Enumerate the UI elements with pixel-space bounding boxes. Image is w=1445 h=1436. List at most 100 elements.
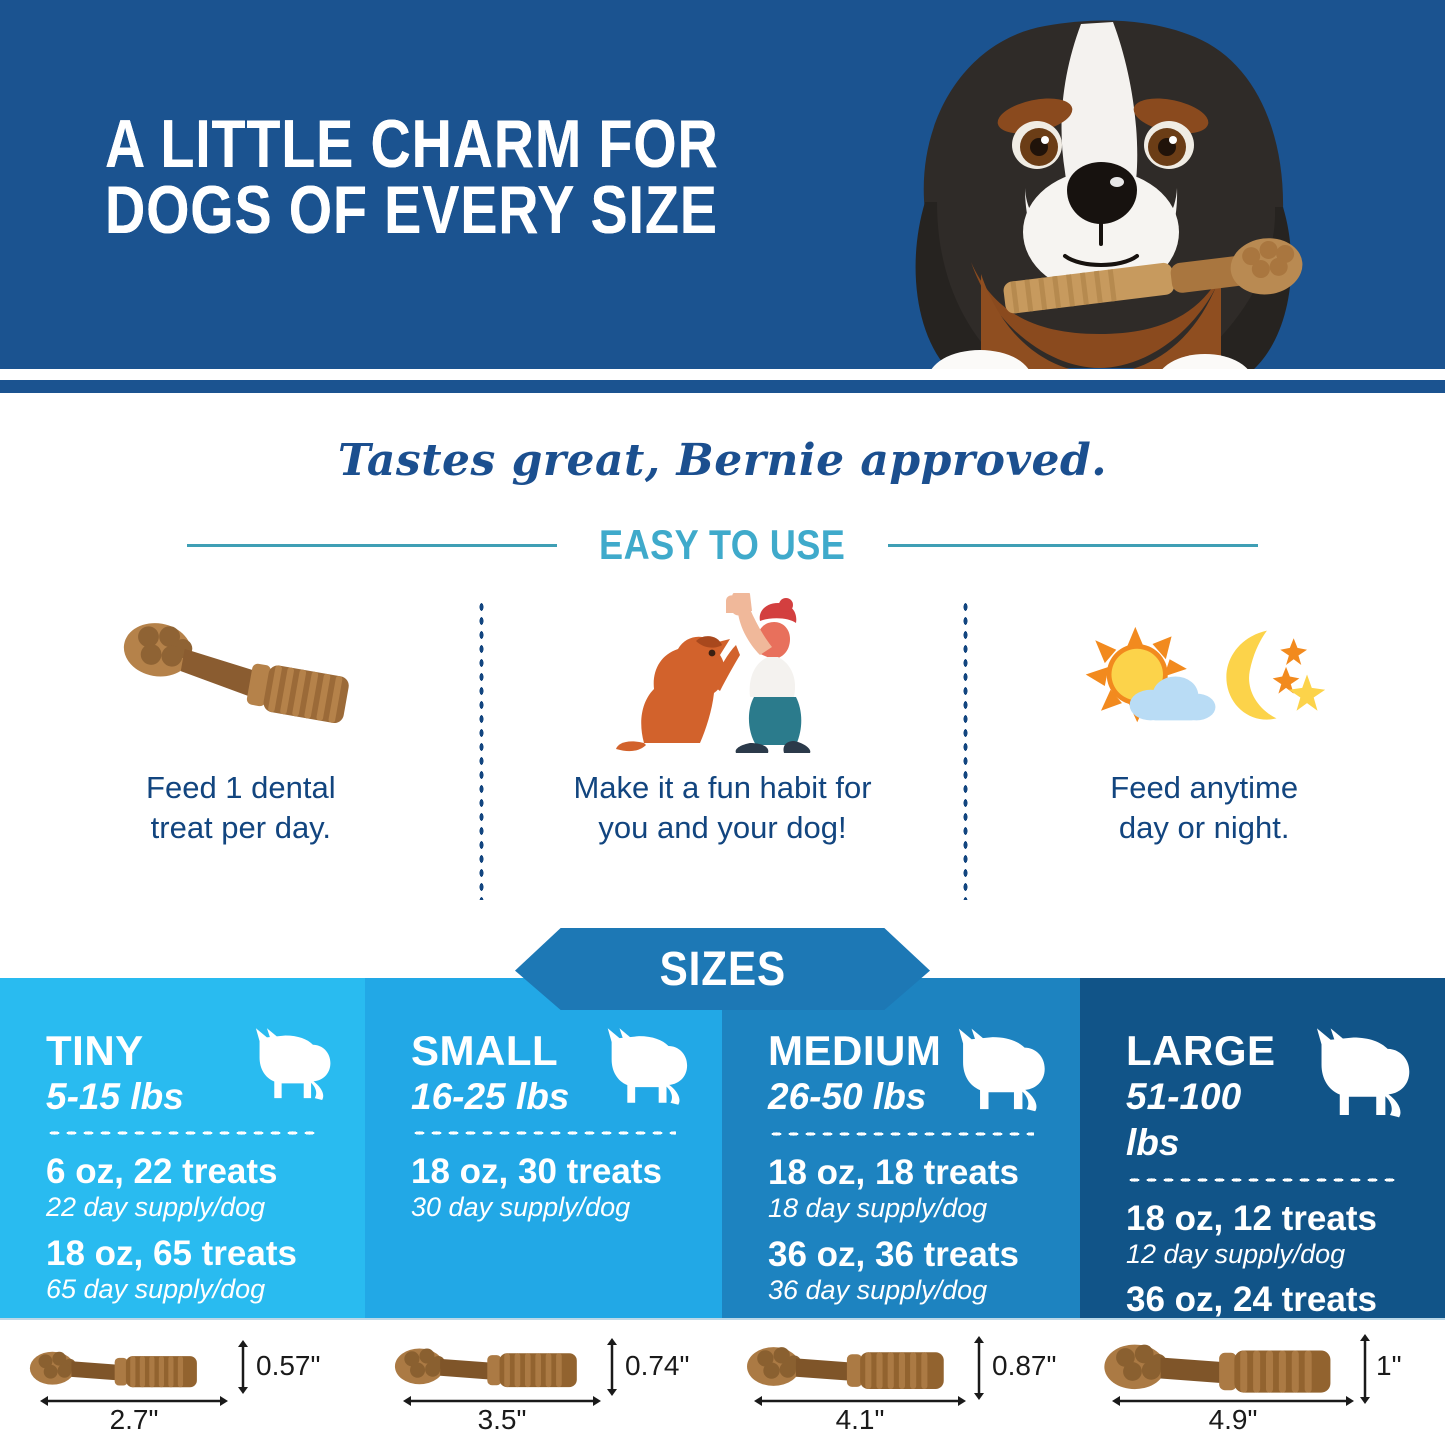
dog-silhouette-icon [594,1026,692,1114]
dimensions-row: 0.57" 2.7" 0.74" [0,1320,1445,1435]
width-label: 4.1" [835,1404,885,1435]
height-label: 0.57" [256,1350,321,1381]
page-title: A LITTLE CHARM FOR DOGS OF EVERY SIZE [105,110,761,248]
width-label: 4.9" [1208,1404,1258,1435]
features-row: Feed 1 dental treat per day. [0,590,1445,900]
size-entries: 18 oz, 30 treats 30 day supply/dog [411,1152,722,1224]
size-divider [1126,1176,1399,1183]
dimension-cell-medium: 0.87" 4.1" [722,1320,1080,1435]
size-name: SMALL [411,1027,559,1074]
width-arrow-icon [40,1396,228,1406]
dog-silhouette-icon [1301,1026,1415,1127]
size-entry-sub: 30 day supply/dog [411,1192,631,1223]
height-arrow-icon [607,1338,617,1396]
size-entry: 36 oz, 24 treats 24 day supply/dog [1126,1280,1445,1320]
size-entry-sub: 36 day supply/dog [768,1274,988,1305]
heading-rule-left [187,543,558,547]
dog-silhouette-icon [243,1026,335,1109]
dental-treat-icon [744,1338,960,1396]
size-column-medium: MEDIUM 26-50 lbs 18 oz, 18 treats 18 day… [722,978,1080,1320]
size-entry-sub: 65 day supply/dog [46,1274,266,1305]
sizes-banner-label: SIZES [659,942,786,996]
feature-text: Feed 1 dental treat per day. [146,768,336,847]
size-entry-main: 18 oz, 12 treats [1126,1198,1377,1238]
width-label: 3.5" [477,1404,527,1435]
feature-text-line1: Feed anytime [1110,770,1299,805]
size-divider [46,1130,319,1137]
size-name: TINY [46,1027,144,1074]
dental-treat-icon [1102,1334,1348,1400]
sizes-table: TINY 5-15 lbs 6 oz, 22 treats 22 day sup… [0,978,1445,1320]
easy-to-use-heading: EASY TO USE [0,520,1445,570]
feature-item-anytime: Feed anytime day or night. [963,590,1445,900]
size-entry-sub: 22 day supply/dog [46,1192,266,1223]
feature-divider-2 [962,600,969,900]
dimension-cell-small: 0.74" 3.5" [365,1320,722,1435]
feature-text: Feed anytime day or night. [1110,768,1298,847]
size-entry: 6 oz, 22 treats 22 day supply/dog [46,1152,365,1224]
size-column-tiny: TINY 5-15 lbs 6 oz, 22 treats 22 day sup… [0,978,365,1320]
size-entries: 6 oz, 22 treats 22 day supply/dog 18 oz,… [46,1152,365,1305]
height-arrow-icon [238,1340,248,1394]
size-name: LARGE [1126,1027,1276,1074]
heading-rule-right [887,543,1258,547]
size-entry-main: 6 oz, 22 treats [46,1152,278,1192]
dental-treat-icon [113,590,368,760]
size-header: TINY 5-15 lbs [46,1027,365,1120]
dental-treat-icon [28,1344,210,1394]
size-weight-range: 26-50 lbs [768,1076,927,1117]
feature-item-feed-one: Feed 1 dental treat per day. [0,590,482,900]
width-arrow-icon [403,1396,601,1406]
size-weight-range: 51-100 lbs [1126,1076,1242,1164]
size-weight-range: 5-15 lbs [46,1076,184,1117]
feature-divider-1 [478,600,485,900]
dog-silhouette-icon [944,1026,1050,1121]
size-entries: 18 oz, 18 treats 18 day supply/dog 36 oz… [768,1153,1080,1306]
header-banner: A LITTLE CHARM FOR DOGS OF EVERY SIZE [0,0,1445,369]
size-divider [411,1130,676,1137]
size-entry-main: 36 oz, 24 treats [1126,1280,1377,1320]
size-entry-sub: 18 day supply/dog [768,1193,988,1224]
feature-text-line1: Make it a fun habit for [573,770,872,805]
easy-to-use-label: EASY TO USE [599,521,846,568]
size-header: LARGE 51-100 lbs [1126,1027,1445,1167]
size-entry: 18 oz, 30 treats 30 day supply/dog [411,1152,722,1224]
sizes-banner: SIZES [515,928,930,1010]
feature-text-line1: Feed 1 dental [146,770,336,805]
size-entry-main: 18 oz, 30 treats [411,1152,662,1192]
header-accent-stripe [0,380,1445,393]
sun-cloud-moon-stars-icon [1080,590,1328,760]
feature-item-fun-habit: Make it a fun habit for you and your dog… [482,590,964,900]
size-entry: 36 oz, 36 treats 36 day supply/dog [768,1235,1080,1307]
height-label: 0.87" [992,1350,1057,1381]
size-entry-main: 18 oz, 65 treats [46,1233,297,1273]
size-divider [768,1131,1034,1137]
dog-high-five-person-icon [608,590,838,760]
size-entries: 18 oz, 12 treats 12 day supply/dog 36 oz… [1126,1199,1445,1321]
height-label: 0.74" [625,1350,690,1381]
size-header: MEDIUM 26-50 lbs [768,1028,1080,1121]
width-arrow-icon [754,1396,966,1406]
page-title-line1: A LITTLE CHARM FOR [105,106,719,182]
tagline-script: Tastes great, Bernie approved. [337,435,1108,486]
size-column-large: LARGE 51-100 lbs 18 oz, 12 treats 12 day… [1080,978,1445,1320]
size-weight-range: 16-25 lbs [411,1076,570,1117]
size-column-small: SMALL 16-25 lbs 18 oz, 30 treats 30 day … [365,978,722,1320]
feature-text-line2: treat per day. [150,809,331,845]
page-title-line2: DOGS OF EVERY SIZE [105,171,718,248]
width-label: 2.7" [109,1404,159,1435]
size-entry: 18 oz, 12 treats 12 day supply/dog [1126,1199,1445,1271]
size-entry: 18 oz, 18 treats 18 day supply/dog [768,1153,1080,1225]
dental-treat-icon [393,1340,591,1394]
size-entry-main: 36 oz, 36 treats [768,1234,1019,1274]
height-arrow-icon [1360,1334,1370,1404]
size-entry-main: 18 oz, 18 treats [768,1153,1019,1192]
height-arrow-icon [974,1336,984,1400]
size-header: SMALL 16-25 lbs [411,1027,722,1120]
feature-text-line2: you and your dog! [598,809,847,845]
dimension-cell-tiny: 0.57" 2.7" [0,1320,365,1435]
feature-text: Make it a fun habit for you and your dog… [573,768,871,847]
size-entry: 18 oz, 65 treats 65 day supply/dog [46,1234,365,1306]
dimension-cell-large: 1" 4.9" [1080,1320,1445,1435]
size-entry-sub: 12 day supply/dog [1126,1238,1346,1269]
